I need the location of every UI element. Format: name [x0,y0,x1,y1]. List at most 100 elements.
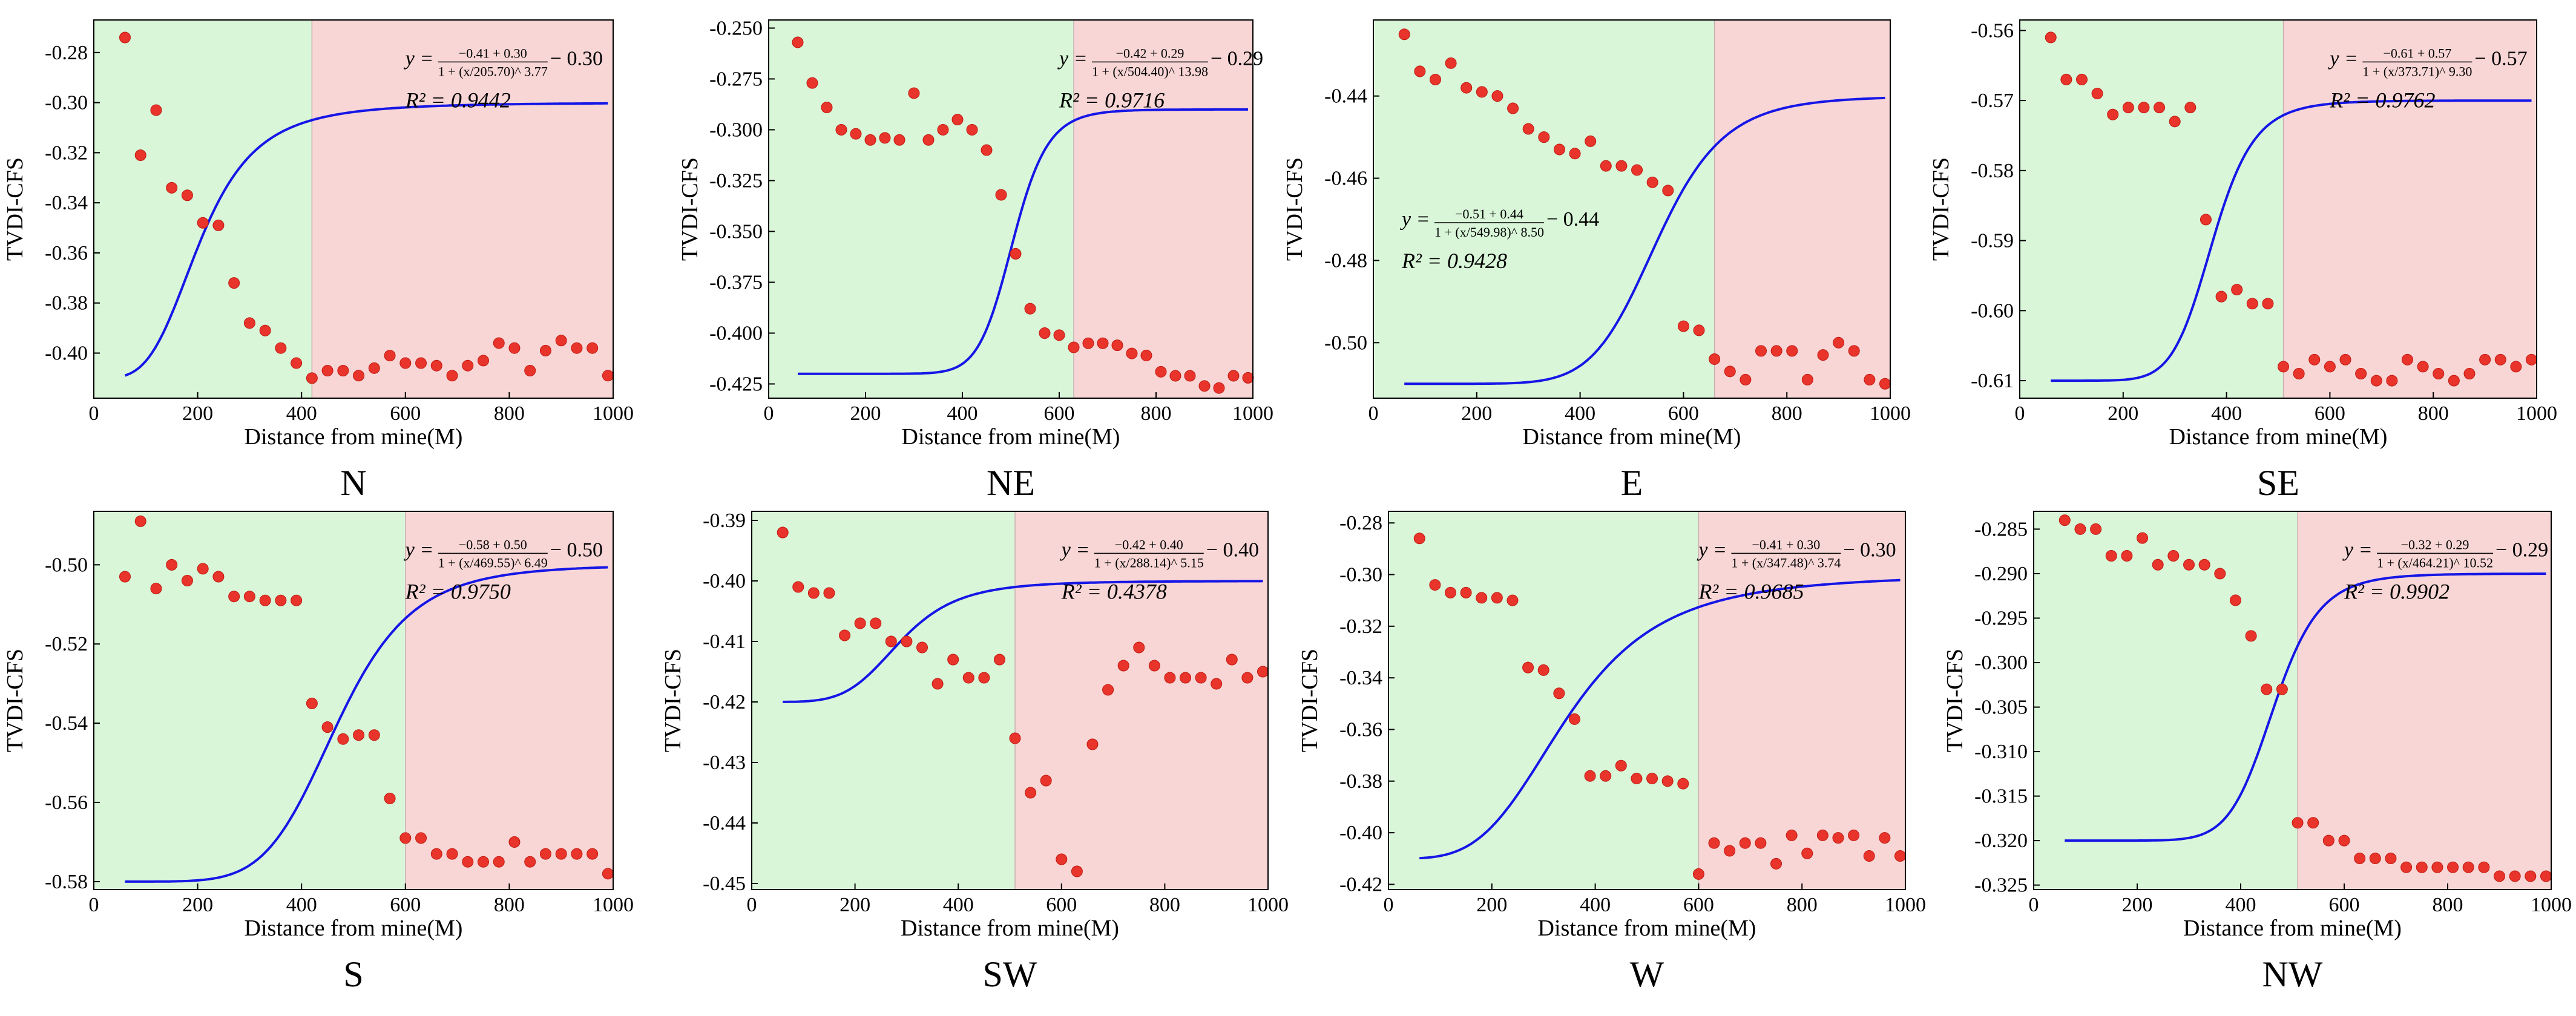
equation-numerator: −0.61 + 0.57 [2383,45,2451,61]
equation-denominator: 1 + (x/288.14)^ 5.15 [1094,555,1204,570]
fit-curve [124,102,608,377]
y-tick-label: -0.42 [1339,873,1382,896]
data-point [2354,853,2366,865]
data-point [1553,143,1565,156]
y-tick-label: -0.36 [1339,718,1382,741]
y-axis-label: TVDI-CFS [1928,157,1954,261]
r-squared: R² = 0.4378 [1061,579,1167,603]
x-axis-label: Distance from mine(M) [245,916,463,941]
plot-frame [1388,511,1906,890]
data-point [1257,666,1269,678]
equation-tail: − 0.40 [1206,539,1259,561]
data-point [1816,829,1828,841]
x-axis-label: Distance from mine(M) [902,424,1120,450]
data-point [1097,337,1109,349]
y-tick-label: -0.45 [703,873,746,895]
y-tick-label: -0.32 [45,142,88,164]
data-point [1631,773,1643,785]
y-tick-label: -0.58 [1971,160,2014,182]
data-point [1708,837,1720,849]
data-point [197,563,209,575]
data-point [981,144,993,156]
data-point [2417,361,2429,373]
data-point [353,729,365,741]
equation-lhs: y = [2342,539,2373,561]
data-point [399,832,412,844]
equation-lhs: y = [1060,539,1090,561]
data-point [1009,732,1021,744]
x-tick-label: 0 [89,894,99,916]
x-tick-label: 600 [1044,402,1075,425]
data-point [1770,345,1782,357]
x-tick-label: 1000 [1870,402,1911,425]
data-point [2447,861,2459,873]
y-tick-label: -0.285 [1974,518,2028,540]
y-tick-label: -0.40 [45,342,88,364]
x-tick-label: 200 [2108,402,2138,425]
data-point [2494,353,2506,365]
data-point [243,317,255,329]
equation-tail: − 0.50 [550,539,603,561]
data-point [384,350,396,362]
data-point [524,364,536,376]
data-point [2137,532,2149,544]
data-point [1661,775,1674,787]
x-tick-label: 400 [286,894,317,916]
x-tick-label: 400 [1565,402,1595,425]
plot-frame [93,19,614,399]
data-point [150,104,162,116]
equation-lhs: y = [2328,47,2358,70]
data-point [1879,378,1891,390]
x-tick-label: 1000 [1247,894,1289,916]
data-point [2322,834,2334,847]
data-point [1444,586,1456,598]
data-point [1211,678,1223,690]
data-point [854,617,866,629]
y-tick-label: -0.44 [703,812,746,834]
x-tick-label: 0 [2029,894,2039,916]
data-point [850,128,862,140]
data-point [1184,370,1196,382]
data-point [150,583,162,595]
data-point [1646,773,1658,785]
r-squared: R² = 0.9428 [1401,249,1507,273]
panel-title: N [340,463,366,503]
data-point [1180,672,1192,684]
y-axis-label: TVDI-CFS [1297,649,1322,752]
x-tick-label: 200 [182,894,213,916]
panel-title: SE [2257,463,2299,503]
data-point [275,594,287,606]
equation-tail: − 0.30 [1843,539,1896,561]
data-point [399,357,412,369]
equation-tail: − 0.44 [1546,208,1599,231]
data-point [2509,870,2521,882]
data-point [1615,160,1628,172]
data-point [916,641,928,654]
data-point [2400,861,2413,873]
data-point [2198,559,2210,571]
data-point [1755,345,1767,357]
data-point [1600,160,1612,172]
fit-curve [2051,99,2532,382]
data-point [2540,870,2552,882]
data-point [337,364,349,376]
data-point [1053,329,1065,341]
data-point [462,856,474,868]
y-tick-label: -0.30 [1339,564,1382,586]
data-point [864,134,876,146]
data-point [2463,367,2476,379]
y-tick-label: -0.325 [1974,874,2028,897]
zone-far [1698,511,1905,890]
data-point [2121,550,2133,562]
data-point [602,370,614,382]
x-tick-label: 200 [840,894,870,916]
data-point [368,362,380,374]
data-point [823,587,835,599]
x-tick-label: 0 [2015,402,2025,425]
equation-denominator: 1 + (x/347.48)^ 3.74 [1731,555,1841,570]
plot-frame [2033,511,2552,890]
data-point [1117,660,1129,672]
data-point [2479,353,2491,365]
y-axis-label: TVDI-CFS [1282,157,1307,261]
data-point [2308,353,2321,365]
